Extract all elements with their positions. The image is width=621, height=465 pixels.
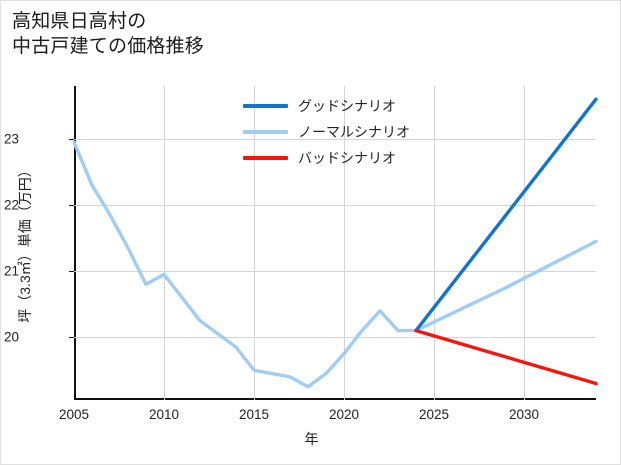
gridline-y-20 <box>74 337 596 338</box>
x-axis-label: 年 <box>304 431 319 447</box>
legend-swatch-2 <box>243 156 288 160</box>
series-line-ノーマルシナリオ <box>72 140 598 389</box>
x-tick-label-2030: 2030 <box>508 407 540 422</box>
y-tick-mark-21 <box>69 271 74 273</box>
y-tick-label-21: 21 <box>3 263 19 279</box>
y-tick-mark-23 <box>69 138 74 140</box>
x-tick-label-2020: 2020 <box>328 407 360 422</box>
series-line-バッドシナリオ <box>414 328 598 386</box>
x-tick-label-2025: 2025 <box>418 407 450 422</box>
plot-frame <box>74 86 596 400</box>
gridline-x-2015 <box>254 86 255 400</box>
data-lines <box>72 97 598 389</box>
y-tick-label-22: 22 <box>3 197 19 213</box>
plot-area <box>72 86 598 400</box>
legend-swatch-0 <box>243 104 288 108</box>
gridline-x-2010 <box>164 86 165 400</box>
legend-item-0[interactable]: グッドシナリオ <box>243 93 473 119</box>
gridline-y-23 <box>74 139 596 140</box>
gridline-x-2030 <box>524 86 525 400</box>
y-tick-mark-20 <box>69 337 74 339</box>
y-tick-label-20: 20 <box>3 329 19 345</box>
series-line-グッドシナリオ <box>414 97 598 333</box>
legend-swatch-1 <box>243 130 288 134</box>
y-tick-mark-22 <box>69 204 74 206</box>
gridline-y-22 <box>74 205 596 206</box>
legend-label-0: グッドシナリオ <box>298 98 396 114</box>
gridline-x-2025 <box>434 86 435 400</box>
gridline-y-21 <box>74 271 596 272</box>
legend-item-2[interactable]: バッドシナリオ <box>243 145 473 171</box>
chart-title: 高知県日高村の 中古戸建ての価格推移 <box>12 11 205 58</box>
y-axis-label-wrap: 坪（3.3㎡）単価（万円） <box>17 86 33 400</box>
gridline-x-2020 <box>344 86 345 400</box>
legend-item-1[interactable]: ノーマルシナリオ <box>243 119 473 145</box>
x-tick-label-2005: 2005 <box>58 407 90 422</box>
legend-label-2: バッドシナリオ <box>298 150 396 166</box>
x-tick-label-2015: 2015 <box>238 407 270 422</box>
x-tick-label-2010: 2010 <box>148 407 180 422</box>
legend-label-1: ノーマルシナリオ <box>298 124 410 140</box>
y-tick-label-23: 23 <box>3 131 19 147</box>
chart-legend: グッドシナリオ ノーマルシナリオ バッドシナリオ <box>243 93 473 171</box>
y-axis-label: 坪（3.3㎡）単価（万円） <box>17 163 33 323</box>
